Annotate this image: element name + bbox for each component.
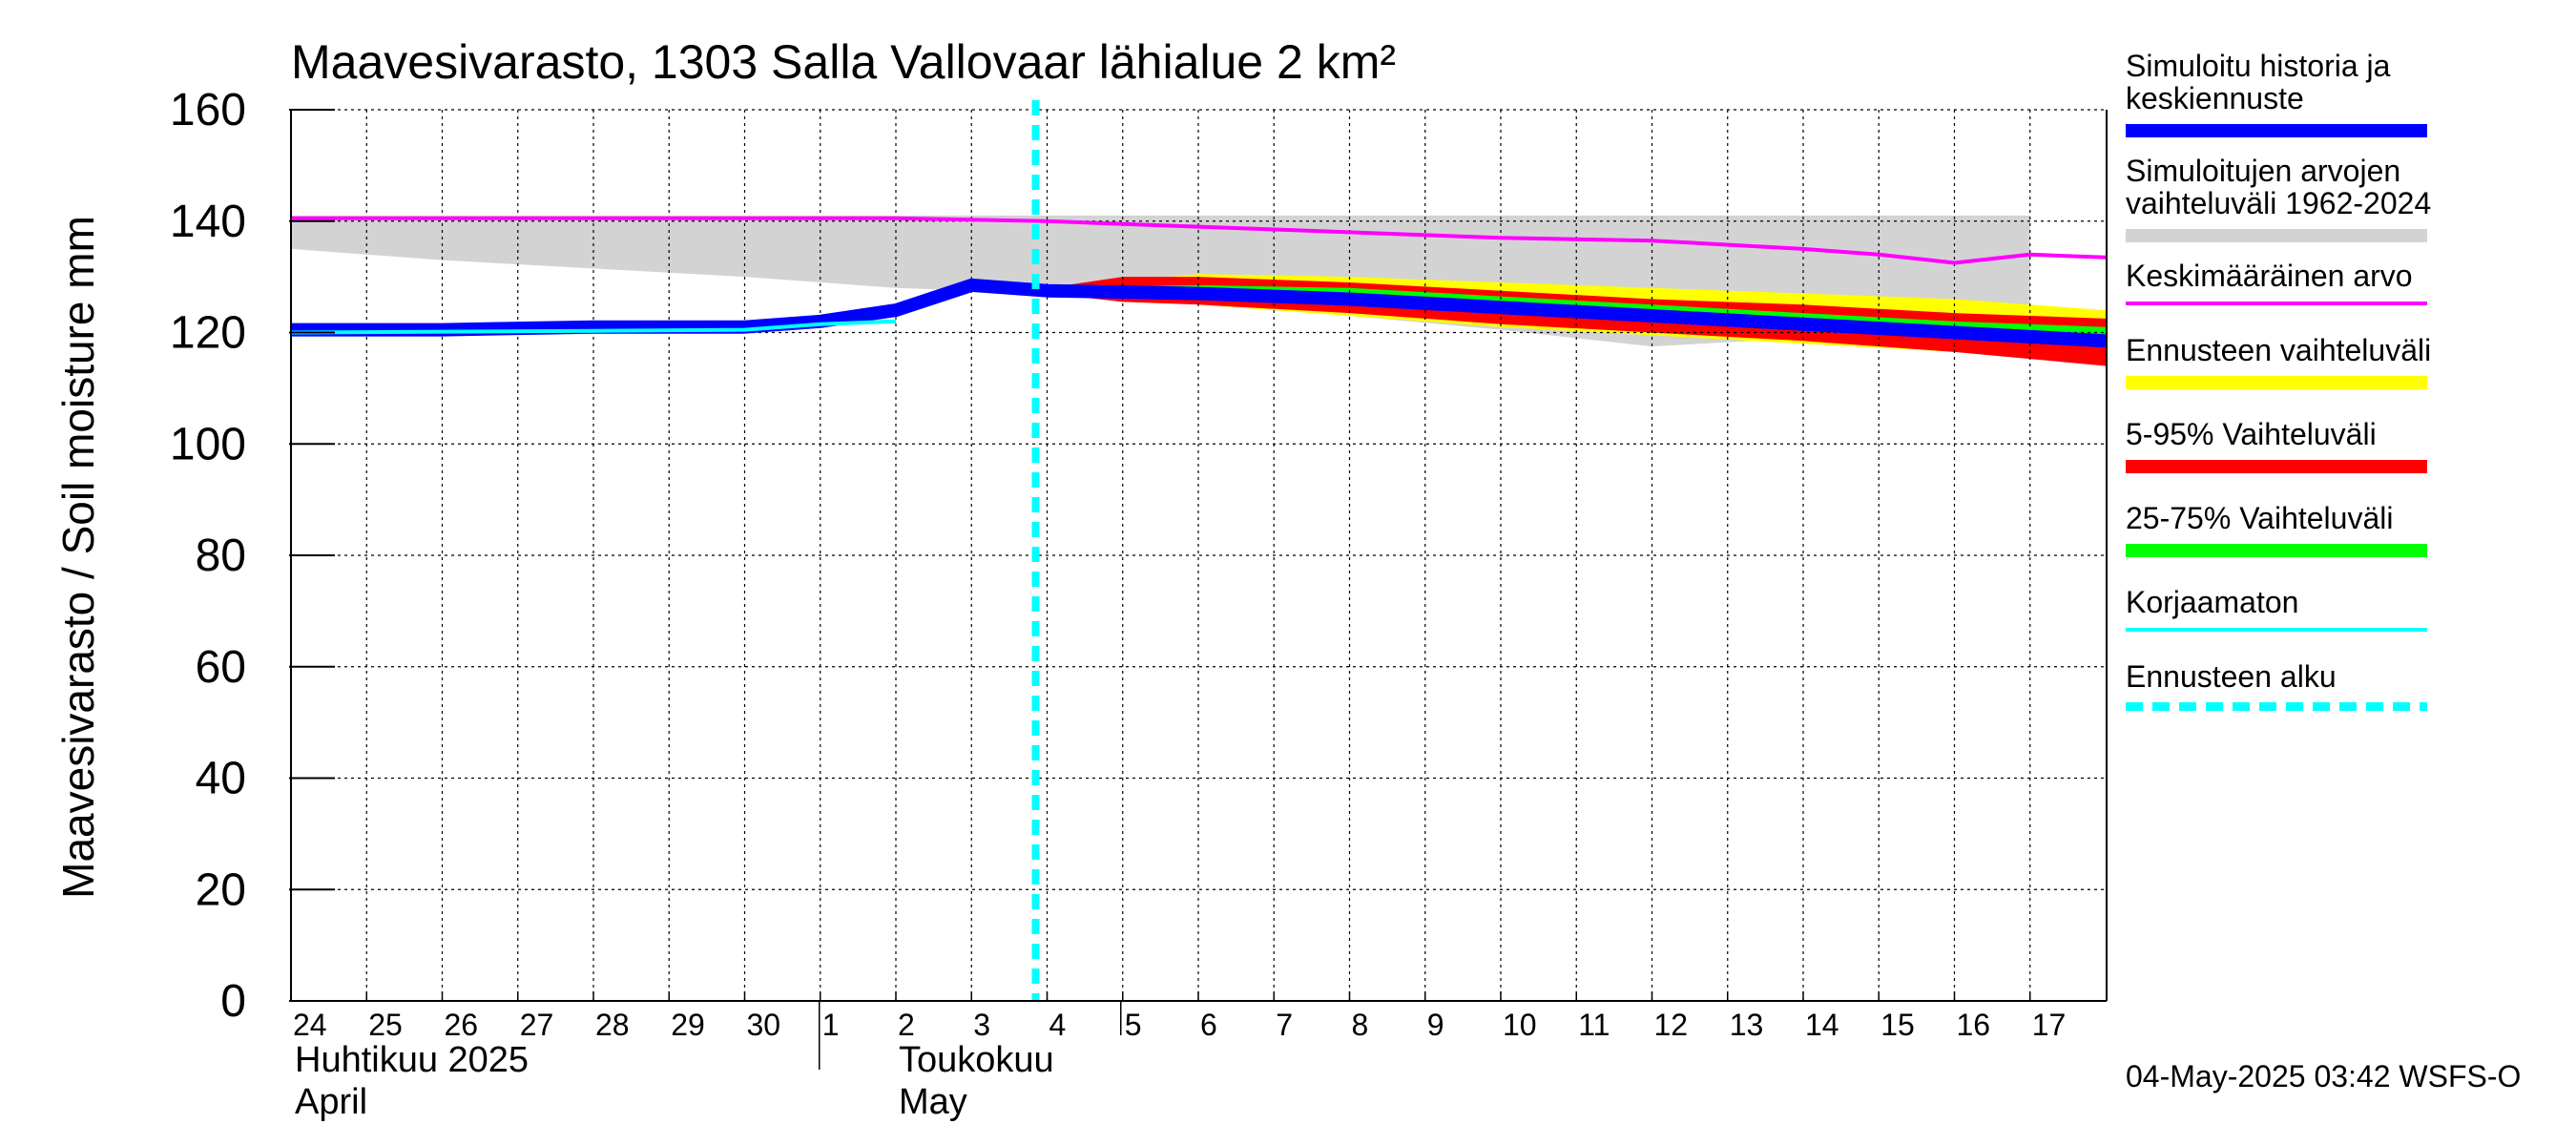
legend: Simuloitu historia ja keskiennuste Simul… bbox=[2126, 50, 2565, 711]
legend-item-forecast-range: Ennusteen vaihteluväli bbox=[2126, 334, 2565, 389]
month-label-en: April bbox=[295, 1082, 367, 1122]
x-tick-label: 26 bbox=[445, 1008, 479, 1042]
x-tick-label: 1 bbox=[822, 1008, 840, 1042]
x-tick-label: 9 bbox=[1427, 1008, 1444, 1042]
x-tick-label: 7 bbox=[1276, 1008, 1293, 1042]
month-label-fi: Huhtikuu 2025 bbox=[295, 1040, 529, 1080]
x-tick-label: 25 bbox=[368, 1008, 403, 1042]
timestamp: 04-May-2025 03:42 WSFS-O bbox=[2126, 1059, 2522, 1093]
legend-swatch bbox=[2126, 628, 2427, 632]
x-tick-label: 14 bbox=[1805, 1008, 1839, 1042]
x-tick-label: 13 bbox=[1730, 1008, 1764, 1042]
legend-label: Ennusteen vaihteluväli bbox=[2126, 333, 2432, 367]
legend-swatch bbox=[2126, 460, 2427, 473]
x-tick-label: 2 bbox=[898, 1008, 915, 1042]
history-forecast-line bbox=[291, 278, 2107, 348]
grid bbox=[291, 109, 2107, 1001]
line-layer bbox=[291, 216, 2107, 348]
x-tick-label: 12 bbox=[1654, 1008, 1689, 1042]
x-tick-label: 15 bbox=[1880, 1008, 1915, 1042]
x-tick-label: 10 bbox=[1503, 1008, 1537, 1042]
y-tick-label: 40 bbox=[196, 754, 246, 804]
legend-item-forecast-start: Ennusteen alku bbox=[2126, 660, 2565, 711]
x-tick-label: 16 bbox=[1957, 1008, 1991, 1042]
legend-item-historical-range: Simuloitujen arvojen vaihteluväli 1962-2… bbox=[2126, 155, 2565, 242]
x-tick-label: 5 bbox=[1125, 1008, 1142, 1042]
x-tick-label: 4 bbox=[1049, 1008, 1067, 1042]
legend-swatch bbox=[2126, 124, 2427, 137]
mean-line bbox=[291, 216, 2107, 265]
legend-swatch bbox=[2126, 702, 2427, 711]
legend-label: Ennusteen alku bbox=[2126, 659, 2337, 694]
chart-title: Maavesivarasto, 1303 Salla Vallovaar läh… bbox=[291, 35, 1396, 89]
y-tick-label: 0 bbox=[220, 976, 246, 1027]
legend-label: Simuloitu historia ja keskiennuste bbox=[2126, 49, 2391, 115]
y-tick-label: 20 bbox=[196, 864, 246, 915]
legend-item-mean: Keskimääräinen arvo bbox=[2126, 260, 2565, 305]
x-tick-label: 11 bbox=[1578, 1008, 1610, 1042]
legend-swatch bbox=[2126, 229, 2427, 242]
month-label-en: May bbox=[899, 1082, 967, 1122]
legend-label: 5-95% Vaihteluväli bbox=[2126, 417, 2377, 451]
x-tick-label: 6 bbox=[1200, 1008, 1217, 1042]
legend-item-history: Simuloitu historia ja keskiennuste bbox=[2126, 50, 2565, 137]
legend-label: Simuloitujen arvojen vaihteluväli 1962-2… bbox=[2126, 154, 2432, 220]
x-tick-label: 17 bbox=[2032, 1008, 2067, 1042]
x-tick-label: 28 bbox=[595, 1008, 630, 1042]
x-tick-label: 3 bbox=[973, 1008, 990, 1042]
x-tick-label: 29 bbox=[671, 1008, 705, 1042]
legend-swatch bbox=[2126, 544, 2427, 557]
x-tick-label: 8 bbox=[1352, 1008, 1369, 1042]
legend-item-p25-75: 25-75% Vaihteluväli bbox=[2126, 502, 2565, 557]
x-tick-label: 27 bbox=[520, 1008, 554, 1042]
legend-swatch bbox=[2126, 376, 2427, 389]
legend-swatch bbox=[2126, 302, 2427, 305]
y-tick-label: 160 bbox=[170, 85, 246, 135]
legend-label: 25-75% Vaihteluväli bbox=[2126, 501, 2394, 535]
y-tick-label: 60 bbox=[196, 642, 246, 693]
legend-label: Korjaamaton bbox=[2126, 585, 2299, 619]
y-tick-label: 140 bbox=[170, 197, 246, 247]
y-axis-label: Maavesivarasto / Soil moisture mm bbox=[53, 216, 103, 899]
legend-item-uncorrected: Korjaamaton bbox=[2126, 586, 2565, 632]
x-tick-label: 30 bbox=[747, 1008, 781, 1042]
x-tick-label: 24 bbox=[293, 1008, 327, 1042]
month-label-fi: Toukokuu bbox=[899, 1040, 1054, 1080]
y-tick-label: 100 bbox=[170, 419, 246, 469]
legend-label: Keskimääräinen arvo bbox=[2126, 259, 2413, 293]
uncorrected-line bbox=[291, 319, 897, 335]
y-tick-label: 80 bbox=[196, 531, 246, 581]
legend-item-p5-95: 5-95% Vaihteluväli bbox=[2126, 418, 2565, 473]
y-tick-label: 120 bbox=[170, 308, 246, 359]
